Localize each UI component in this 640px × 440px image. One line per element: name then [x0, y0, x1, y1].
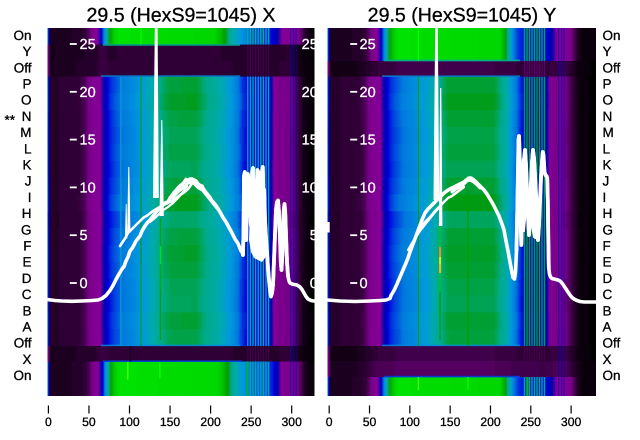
svg-text:J: J: [603, 174, 610, 189]
svg-text:29.5 (HexS9=1045) Y: 29.5 (HexS9=1045) Y: [368, 5, 557, 27]
svg-text:29.5 (HexS9=1045) X: 29.5 (HexS9=1045) X: [87, 5, 276, 27]
svg-text:G: G: [603, 222, 614, 237]
svg-text:150: 150: [160, 415, 181, 429]
svg-text:O: O: [21, 93, 32, 108]
svg-text:100: 100: [119, 415, 140, 429]
svg-text:20: 20: [80, 85, 96, 101]
svg-text:0: 0: [326, 415, 333, 429]
svg-text:0: 0: [80, 276, 88, 292]
svg-text:Y: Y: [22, 44, 31, 59]
svg-text:10: 10: [80, 180, 96, 196]
svg-text:D: D: [22, 271, 32, 286]
svg-text:250: 250: [521, 415, 542, 429]
svg-text:Off: Off: [603, 60, 621, 75]
svg-text:L: L: [24, 141, 32, 156]
svg-text:50: 50: [363, 415, 377, 429]
svg-text:B: B: [22, 303, 31, 318]
svg-text:A: A: [22, 320, 31, 335]
svg-text:I: I: [28, 190, 32, 205]
svg-text:5: 5: [360, 228, 368, 244]
svg-text:200: 200: [480, 415, 501, 429]
svg-text:H: H: [603, 206, 613, 221]
svg-text:100: 100: [400, 415, 421, 429]
svg-text:15: 15: [302, 133, 318, 149]
svg-text:C: C: [22, 287, 32, 302]
svg-text:On: On: [603, 368, 621, 383]
svg-text:X: X: [603, 352, 612, 367]
svg-text:25: 25: [360, 37, 376, 53]
svg-text:50: 50: [82, 415, 96, 429]
svg-text:P: P: [22, 77, 31, 92]
svg-text:M: M: [603, 125, 614, 140]
svg-text:20: 20: [302, 85, 318, 101]
svg-text:A: A: [603, 320, 612, 335]
svg-text:150: 150: [440, 415, 461, 429]
svg-text:L: L: [603, 141, 611, 156]
svg-text:P: P: [603, 77, 612, 92]
svg-text:C: C: [603, 287, 613, 302]
svg-text:Off: Off: [14, 336, 32, 351]
svg-text:On: On: [13, 368, 31, 383]
svg-text:0: 0: [360, 276, 368, 292]
svg-text:N: N: [603, 109, 613, 124]
svg-text:25: 25: [302, 37, 318, 53]
svg-text:On: On: [13, 28, 31, 43]
svg-text:G: G: [21, 222, 32, 237]
svg-text:0: 0: [45, 415, 52, 429]
svg-text:N: N: [22, 109, 32, 124]
svg-text:25: 25: [80, 37, 96, 53]
svg-text:250: 250: [241, 415, 262, 429]
svg-text:E: E: [603, 255, 612, 270]
svg-text:J: J: [25, 174, 32, 189]
svg-text:Y: Y: [603, 44, 612, 59]
svg-text:300: 300: [561, 415, 582, 429]
svg-text:5: 5: [80, 228, 88, 244]
svg-text:**: **: [4, 112, 15, 127]
svg-text:300: 300: [282, 415, 303, 429]
svg-text:X: X: [22, 352, 31, 367]
svg-text:E: E: [22, 255, 31, 270]
svg-text:H: H: [22, 206, 32, 221]
svg-text:K: K: [22, 158, 31, 173]
svg-text:Off: Off: [603, 336, 621, 351]
svg-text:15: 15: [360, 133, 376, 149]
svg-text:M: M: [20, 125, 31, 140]
svg-text:On: On: [603, 28, 621, 43]
svg-text:B: B: [603, 303, 612, 318]
svg-text:F: F: [603, 239, 611, 254]
svg-text:0: 0: [310, 276, 318, 292]
svg-text:10: 10: [302, 180, 318, 196]
svg-text:Off: Off: [14, 60, 32, 75]
svg-text:5: 5: [310, 228, 318, 244]
svg-text:D: D: [603, 271, 613, 286]
svg-text:15: 15: [80, 133, 96, 149]
svg-text:I: I: [603, 190, 607, 205]
svg-text:K: K: [603, 158, 612, 173]
svg-text:F: F: [23, 239, 31, 254]
svg-text:20: 20: [360, 85, 376, 101]
svg-text:O: O: [603, 93, 614, 108]
svg-text:200: 200: [200, 415, 221, 429]
svg-text:10: 10: [360, 180, 376, 196]
